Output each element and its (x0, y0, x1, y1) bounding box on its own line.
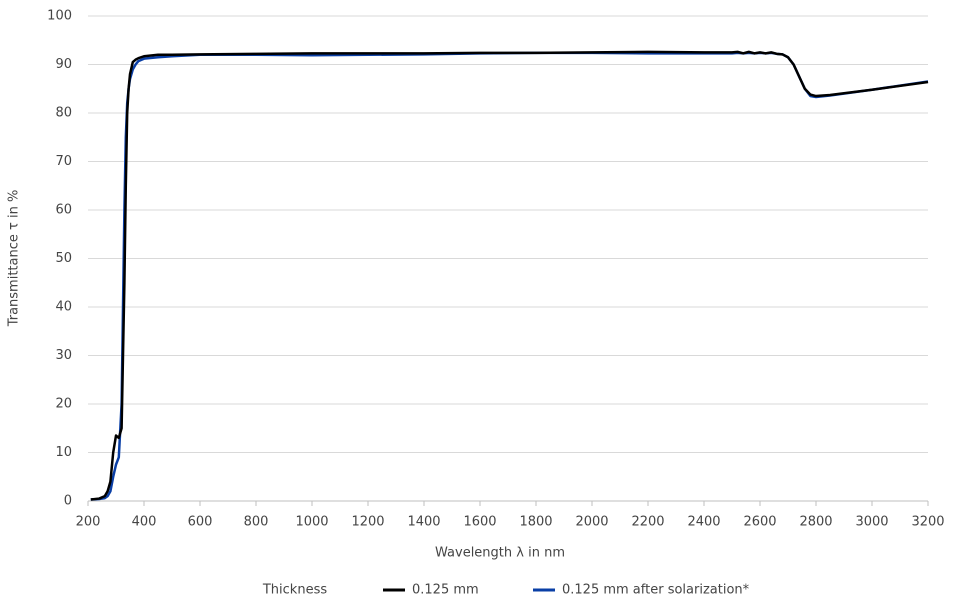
legend-label: 0.125 mm (412, 583, 479, 598)
x-tick-label: 800 (244, 515, 269, 530)
y-tick-label: 0 (64, 494, 72, 509)
x-axis-label: Wavelength λ in nm (435, 546, 565, 561)
x-tick-label: 400 (132, 515, 157, 530)
y-tick-label: 30 (55, 348, 72, 363)
legend-label: 0.125 mm after solarization* (562, 583, 750, 598)
y-tick-label: 100 (47, 9, 72, 24)
y-tick-label: 60 (55, 203, 72, 218)
y-tick-label: 70 (55, 154, 72, 169)
x-tick-label: 1200 (351, 515, 384, 530)
x-tick-label: 3200 (911, 515, 944, 530)
x-tick-label: 2600 (743, 515, 776, 530)
x-tick-label: 200 (76, 515, 101, 530)
x-tick-label: 1600 (463, 515, 496, 530)
x-tick-label: 2200 (631, 515, 664, 530)
x-tick-label: 600 (188, 515, 213, 530)
x-tick-label: 2800 (799, 515, 832, 530)
series-line (90, 50, 929, 501)
legend-title: Thickness (262, 583, 327, 598)
x-tick-label: 1400 (407, 515, 440, 530)
y-tick-label: 80 (55, 106, 72, 121)
x-tick-label: 1000 (295, 515, 328, 530)
y-tick-label: 90 (55, 57, 72, 72)
x-tick-label: 2000 (575, 515, 608, 530)
y-tick-label: 50 (55, 251, 72, 266)
series-line (90, 51, 929, 501)
y-axis-label: Transmittance τ in % (7, 190, 22, 328)
x-tick-label: 3000 (855, 515, 888, 530)
y-tick-label: 20 (55, 397, 72, 412)
y-tick-label: 10 (55, 445, 72, 460)
x-tick-label: 2400 (687, 515, 720, 530)
y-tick-label: 40 (55, 300, 72, 315)
x-tick-label: 1800 (519, 515, 552, 530)
